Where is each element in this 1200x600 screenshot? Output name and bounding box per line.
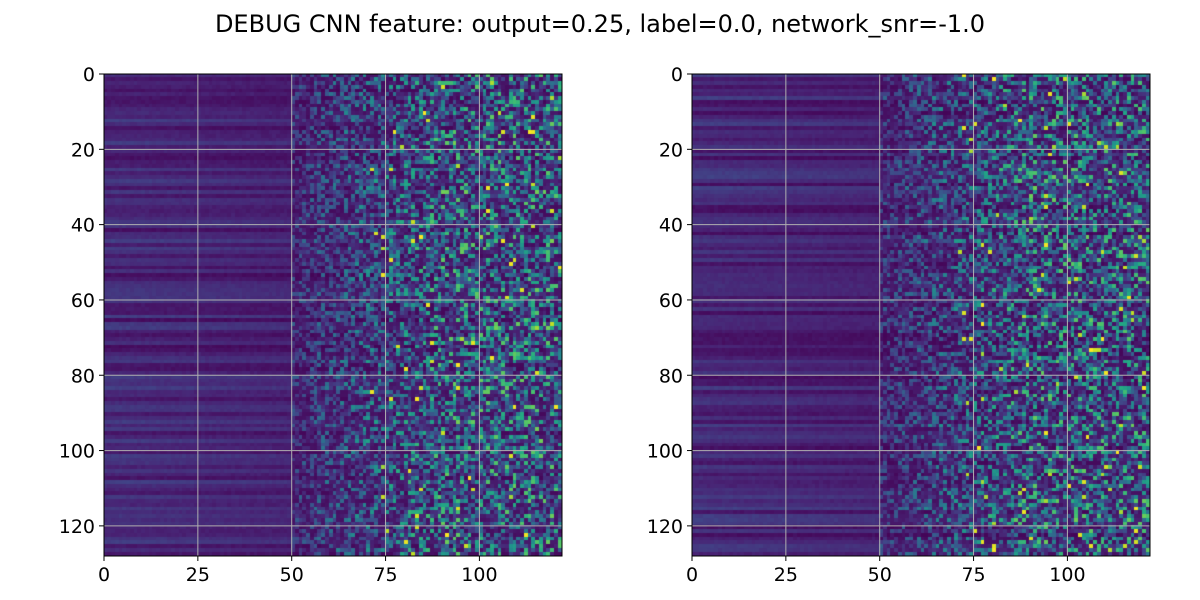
figure-title: DEBUG CNN feature: output=0.25, label=0.…: [215, 10, 985, 38]
right-y-ticks: 0 20 40 60 80 100 120: [647, 64, 692, 538]
right-y-tick-label-20: 20: [659, 139, 683, 161]
left-x-tick-label-0: 0: [98, 564, 110, 586]
right-x-tick-label-75: 75: [961, 564, 985, 586]
right-x-tick-label-50: 50: [868, 564, 892, 586]
left-heatmap: 0 25 50 75 100 0 20 40 60 80 100 120: [59, 64, 563, 586]
right-y-tick-label-120: 120: [647, 516, 683, 538]
left-y-tick-label-80: 80: [71, 365, 95, 387]
left-y-tick-label-0: 0: [83, 64, 95, 86]
left-x-ticks: 0 25 50 75 100: [98, 556, 498, 586]
left-y-tick-label-20: 20: [71, 139, 95, 161]
left-y-tick-label-40: 40: [71, 215, 95, 237]
left-y-ticks: 0 20 40 60 80 100 120: [59, 64, 104, 538]
right-x-tick-label-25: 25: [774, 564, 798, 586]
right-y-tick-label-60: 60: [659, 290, 683, 312]
right-heatmap-canvas: [692, 74, 1150, 556]
right-x-tick-label-0: 0: [686, 564, 698, 586]
right-y-tick-label-0: 0: [671, 64, 683, 86]
right-y-tick-label-80: 80: [659, 365, 683, 387]
right-heatmap: 0 25 50 75 100 0 20 40 60 80 100 120: [647, 64, 1151, 586]
right-y-tick-label-100: 100: [647, 441, 683, 463]
left-x-tick-label-100: 100: [461, 564, 497, 586]
left-axes-frame: [103, 73, 563, 557]
left-heatmap-canvas: [104, 74, 562, 556]
right-x-ticks: 0 25 50 75 100: [686, 556, 1086, 586]
left-x-tick-label-25: 25: [186, 564, 210, 586]
left-x-tick-label-50: 50: [280, 564, 304, 586]
left-y-tick-label-100: 100: [59, 441, 95, 463]
right-x-tick-label-100: 100: [1049, 564, 1085, 586]
left-y-tick-label-60: 60: [71, 290, 95, 312]
right-y-tick-label-40: 40: [659, 215, 683, 237]
left-x-tick-label-75: 75: [373, 564, 397, 586]
right-axes-frame: [691, 73, 1151, 557]
left-y-tick-label-120: 120: [59, 516, 95, 538]
